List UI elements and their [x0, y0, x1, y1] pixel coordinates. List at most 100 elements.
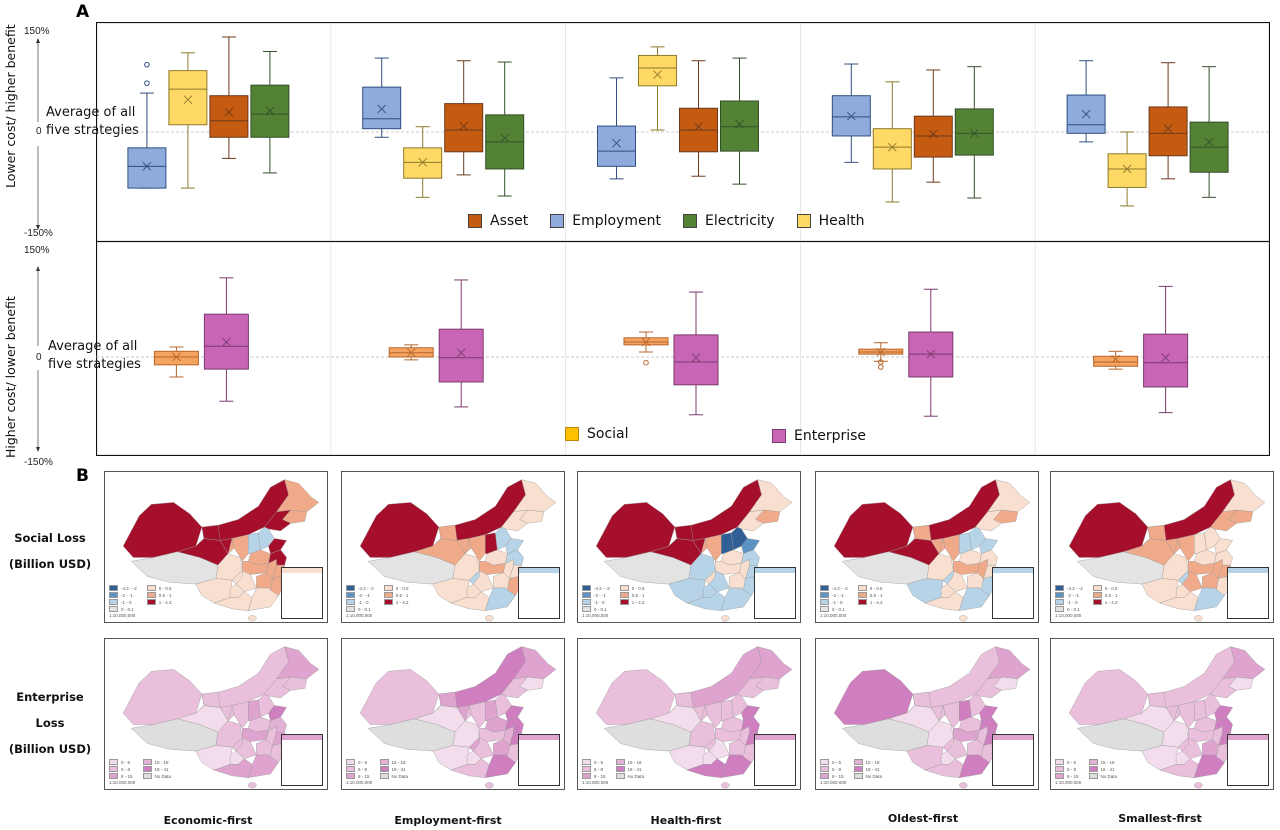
row-label-enterprise-line2: (Billion USD): [8, 742, 92, 756]
box-iqr: [1148, 106, 1188, 157]
legend-label-asset: Asset: [490, 213, 529, 229]
map-legend-swatch: [1088, 766, 1098, 772]
map-legend-item: -4.2 - -2: [109, 585, 137, 591]
province-region: [1177, 570, 1189, 585]
box-electricity-oldest-first: [954, 66, 994, 199]
map-legend-swatch: [615, 759, 625, 765]
mean-marker: [846, 111, 856, 121]
box-iqr: [438, 328, 484, 383]
map-legend: 0 - 5 15 - 18 5 - 8 18 - 41 8 - 15 No Data 1:1…: [1055, 759, 1117, 785]
box-electricity-smallest-first: [1189, 66, 1229, 198]
map-legend-label: No Data: [154, 773, 172, 779]
mean-marker: [500, 133, 510, 143]
map-legend-swatch: [383, 599, 393, 605]
map-legend-label: 0 - 0.5: [395, 585, 409, 591]
province-region: [1214, 716, 1233, 733]
map-legend-item: -2 - -1: [1055, 592, 1083, 598]
province-region: [268, 705, 287, 721]
mean-marker: [653, 70, 662, 79]
map-enterprise-smallest-first: 0 - 5 15 - 18 5 - 8 18 - 41 8 - 15 No Data 1:1…: [1050, 638, 1274, 790]
map-legend-label: 1 - 4.2: [395, 599, 409, 605]
box-health-smallest-first: [1107, 131, 1147, 207]
map-legend-label: 0.5 - 1: [395, 592, 409, 598]
map-legend-item: 0.5 - 1: [146, 592, 172, 598]
map-legend-item: -2 - -1: [582, 592, 610, 598]
map-legend-label: 0 - 5: [594, 759, 604, 765]
box-employment-oldest-first: [831, 63, 871, 163]
map-legend-label: -4.2 - -2: [832, 585, 848, 591]
bottom-tick-neg150: -150%: [24, 457, 53, 468]
mean-marker: [612, 138, 621, 148]
map-enterprise-oldest-first: 0 - 5 15 - 18 5 - 8 18 - 41 8 - 15 No Data 1:1…: [815, 638, 1039, 790]
map-inset-coast: [282, 568, 322, 573]
map-legend-item: No Data: [853, 773, 882, 779]
map-legend-item: 15 - 18: [853, 759, 883, 765]
map-legend-swatch: [109, 606, 118, 612]
province-region: [227, 705, 235, 722]
map-legend-swatch: [820, 585, 829, 591]
legend-item-enterprise: Enterprise: [772, 428, 866, 444]
legend-item-health: Health: [796, 213, 865, 229]
map-legend-label: 0 - 0.1: [121, 606, 134, 612]
map-legend-label: 18 - 41: [1100, 766, 1115, 772]
map-legend-swatch: [820, 599, 829, 605]
map-legend-swatch: [1055, 599, 1064, 605]
map-legend-swatch: [582, 585, 591, 591]
box-asset-employment-first: [444, 60, 484, 176]
map-legend-label: 0 - 0.1: [594, 606, 607, 612]
legend-swatch-asset: [468, 214, 482, 228]
box-employment-health-first: [597, 77, 636, 180]
map-legend-swatch: [1055, 773, 1064, 779]
map-legend-label: -4.2 - -2: [121, 585, 137, 591]
province-hainan: [485, 782, 494, 789]
box-social-oldest-first: [858, 342, 904, 370]
map-legend-swatch: [853, 759, 863, 765]
map-legend-label: 15 - 18: [1100, 759, 1115, 765]
box-group-health-first: [623, 291, 719, 416]
province-region: [700, 538, 708, 555]
box-iqr: [444, 103, 484, 153]
map-legend-item: -4.2 - -2: [582, 585, 610, 591]
mean-marker: [876, 347, 886, 357]
map-inset-south-china-sea: [1227, 734, 1269, 786]
map-legend-item: 0 - 0.1: [346, 606, 374, 612]
top-legend: Asset Employment Electricity Health: [468, 213, 865, 229]
map-legend-item: 0.5 - 1: [619, 592, 645, 598]
province-region: [1177, 737, 1189, 752]
map-legend-item: -4.2 - -2: [1055, 585, 1083, 591]
map-china-social: [595, 479, 793, 622]
map-scale-text: 1:10,000,000: [346, 780, 373, 785]
map-inset-south-china-sea: [518, 567, 560, 619]
map-legend-swatch: [1055, 759, 1064, 765]
top-average-label: Average of all five strategies: [46, 104, 139, 140]
map-legend-item: No Data: [142, 773, 172, 779]
legend-item-asset: Asset: [468, 213, 528, 229]
map-legend-swatch: [109, 759, 118, 765]
map-legend-swatch: [346, 592, 355, 598]
map-legend-label: 18 - 41: [627, 766, 642, 772]
bottom-average-label: Average of all five strategies: [48, 338, 141, 374]
map-legend-label: 0.5 - 1: [158, 592, 172, 598]
map-legend-label: 1 - 4.2: [158, 599, 172, 605]
box-social-health-first: [623, 331, 669, 366]
top-y-axis-arrow: [36, 38, 40, 230]
map-legend-item: 0 - 0.5: [1092, 585, 1118, 591]
box-enterprise-smallest-first: [1143, 285, 1189, 414]
box-enterprise-health-first: [673, 291, 719, 416]
map-legend-item: 1 - 4.2: [857, 599, 883, 605]
box-group-employment-first: [388, 279, 484, 408]
box-group-economic-first: [153, 277, 249, 402]
map-legend-item: 0 - 0.5: [857, 585, 883, 591]
box-health-employment-first: [403, 126, 443, 198]
map-legend-label: 0 - 0.1: [832, 606, 845, 612]
map-legend-item: 0 - 0.1: [582, 606, 610, 612]
box-enterprise-oldest-first: [908, 288, 954, 417]
map-inset-south-china-sea: [754, 567, 796, 619]
map-legend-swatch: [346, 599, 355, 605]
map-china-enterprise: [359, 646, 557, 789]
map-inset-south-china-sea: [518, 734, 560, 786]
outlier-point: [144, 61, 150, 68]
map-legend-item: 18 - 41: [1088, 766, 1118, 772]
mean-marker: [377, 104, 387, 114]
map-enterprise-health-first: 0 - 5 15 - 18 5 - 8 18 - 41 8 - 15 No Data 1:1…: [577, 638, 801, 790]
